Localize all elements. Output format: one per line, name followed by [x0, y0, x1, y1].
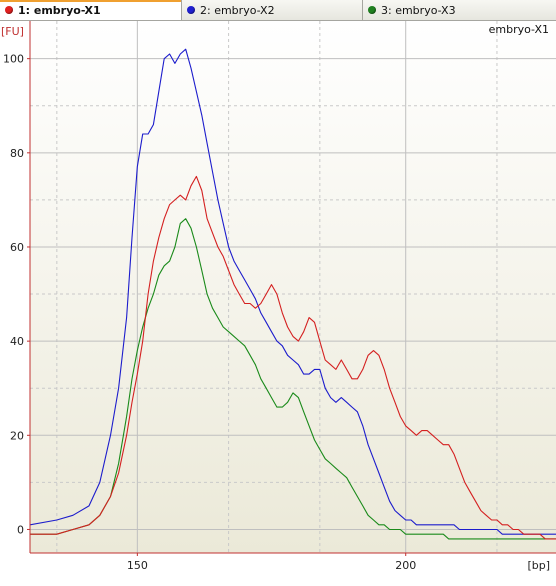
tab-label: 1: embryo-X1 — [18, 3, 101, 17]
grid — [30, 21, 556, 553]
series-line-1 — [30, 175, 556, 540]
y-tick-label: 80 — [10, 147, 24, 160]
y-tick-label: 0 — [17, 523, 24, 536]
y-tick-label: 40 — [10, 335, 24, 348]
x-tick-label: 200 — [395, 559, 416, 572]
tab-embryo-x1[interactable]: 1: embryo-X1 — [0, 0, 182, 20]
sample-color-dot-icon — [368, 6, 376, 14]
plot-background — [30, 21, 556, 553]
sample-color-dot-icon — [187, 6, 195, 14]
series-line-3 — [30, 218, 556, 540]
tab-label: 2: embryo-X2 — [200, 3, 275, 17]
series-layer — [30, 48, 556, 540]
plot-corner-label: embryo-X1 — [489, 23, 549, 36]
axes: 0 20 40 60 80 100 150 200 — [3, 21, 556, 572]
x-tick-label: 150 — [127, 559, 148, 572]
electropherogram-chart: 0 20 40 60 80 100 150 200 embryo-X1 [FU] [bp] — [1, 21, 556, 572]
y-tick-label: 60 — [10, 241, 24, 254]
y-axis-unit-label: [FU] — [1, 25, 24, 38]
sample-color-dot-icon — [5, 6, 13, 14]
series-line-2 — [30, 48, 556, 535]
x-axis-unit-label: [bp] — [527, 559, 550, 572]
y-tick-label: 100 — [3, 53, 24, 66]
y-tick-label: 20 — [10, 429, 24, 442]
tab-embryo-x2[interactable]: 2: embryo-X2 — [182, 0, 363, 20]
sample-tab-strip: 1: embryo-X1 2: embryo-X2 3: embryo-X3 — [0, 0, 556, 21]
tab-embryo-x3[interactable]: 3: embryo-X3 — [363, 0, 556, 20]
tab-label: 3: embryo-X3 — [381, 3, 456, 17]
